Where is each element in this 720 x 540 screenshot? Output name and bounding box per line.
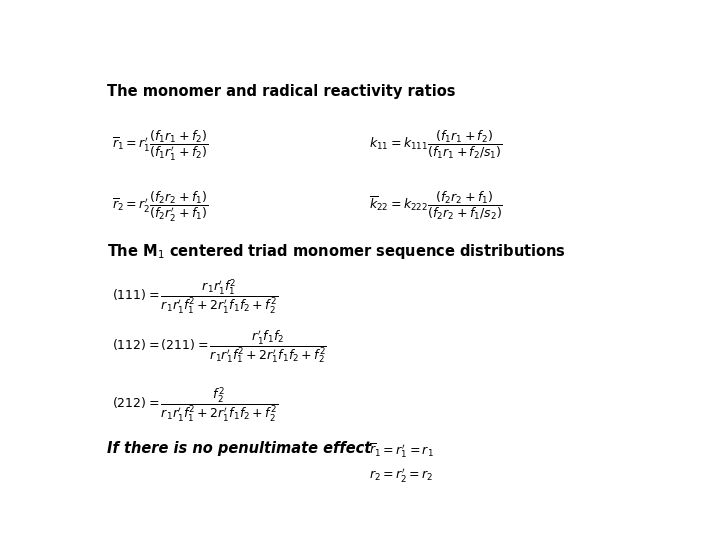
Text: $\overline{r}_2 = r_2^{\prime} \dfrac{(f_2r_2 + f_1)}{(f_2r_2^{\prime} + f_1)}$: $\overline{r}_2 = r_2^{\prime} \dfrac{(f… bbox=[112, 190, 209, 224]
Text: $(212) = \dfrac{f_2^2}{r_1 r_1^{\prime} f_1^2 + 2r_1^{\prime} f_1 f_2 + f_2^2}$: $(212) = \dfrac{f_2^2}{r_1 r_1^{\prime} … bbox=[112, 385, 279, 424]
Text: $\overline{k}_{22} = k_{222} \dfrac{(f_2r_2 + f_1)}{(f_2r_2 + f_1/s_2)}$: $\overline{k}_{22} = k_{222} \dfrac{(f_2… bbox=[369, 190, 503, 221]
Text: $k_{11} = k_{111} \dfrac{(f_1r_1 + f_2)}{(f_1r_1 + f_2/s_1)}$: $k_{11} = k_{111} \dfrac{(f_1r_1 + f_2)}… bbox=[369, 129, 503, 161]
Text: If there is no penultimate effect: If there is no penultimate effect bbox=[107, 441, 371, 456]
Text: $(111) = \dfrac{r_1 r_1^{\prime} f_1^2}{r_1 r_1^{\prime} f_1^2 + 2r_1^{\prime} f: $(111) = \dfrac{r_1 r_1^{\prime} f_1^2}{… bbox=[112, 277, 279, 315]
Text: The monomer and radical reactivity ratios: The monomer and radical reactivity ratio… bbox=[107, 84, 455, 98]
Text: The M$_1$ centered triad monomer sequence distributions: The M$_1$ centered triad monomer sequenc… bbox=[107, 241, 566, 260]
Text: $(112) = (211) = \dfrac{r_1^{\prime} f_1 f_2}{r_1 r_1^{\prime} f_1^2 + 2r_1^{\pr: $(112) = (211) = \dfrac{r_1^{\prime} f_1… bbox=[112, 329, 328, 366]
Text: $\overline{r}_1 = r_1^{\prime} \dfrac{(f_1r_1 + f_2)}{(f_1r_1^{\prime} + f_2)}$: $\overline{r}_1 = r_1^{\prime} \dfrac{(f… bbox=[112, 129, 209, 163]
Text: $\overline{r}_1 = r_1^{\prime} = r_1$: $\overline{r}_1 = r_1^{\prime} = r_1$ bbox=[369, 441, 433, 460]
Text: $r_2 = r_2^{\prime} = r_2$: $r_2 = r_2^{\prime} = r_2$ bbox=[369, 466, 433, 484]
